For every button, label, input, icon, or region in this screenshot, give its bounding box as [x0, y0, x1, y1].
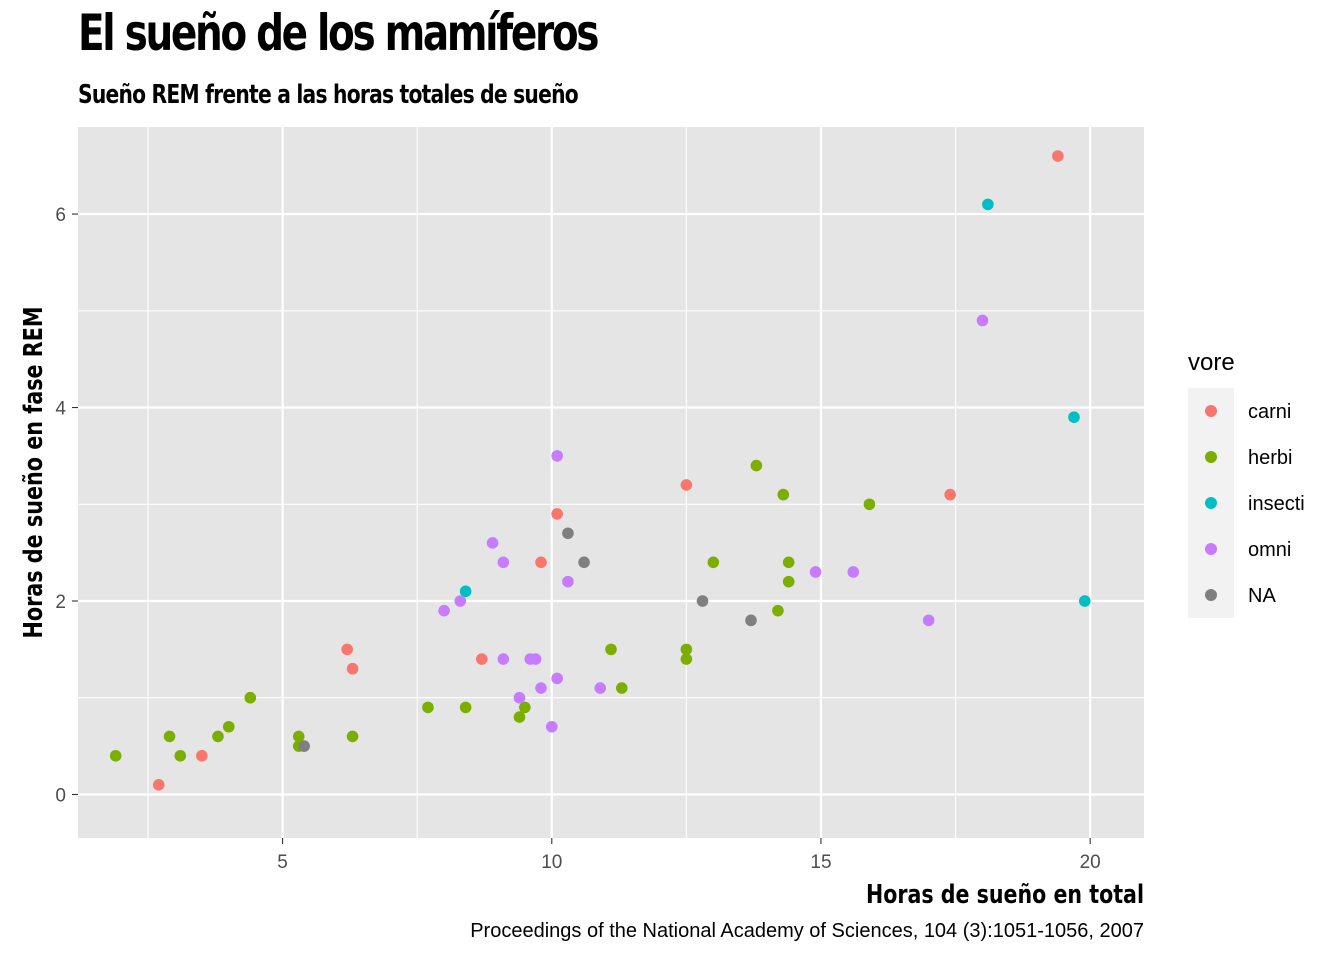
legend-label-omni: omni — [1248, 539, 1291, 561]
data-points — [109, 150, 1091, 791]
data-point-omni — [438, 604, 450, 617]
data-point-omni — [529, 653, 542, 665]
data-point-omni — [513, 691, 526, 704]
data-point-herbi — [863, 498, 876, 511]
data-point-herbi — [513, 711, 526, 723]
data-point-herbi — [422, 701, 434, 714]
chart-caption: Proceedings of the National Academy of S… — [470, 920, 1144, 942]
data-point-herbi — [109, 749, 122, 762]
data-point-insecti — [982, 198, 994, 211]
data-point-carni — [346, 662, 359, 675]
legend-label-insecti: insecti — [1248, 493, 1305, 515]
legend: vore carni herbi insecti omni NA — [1188, 349, 1305, 618]
data-point-carni — [535, 556, 547, 569]
data-point-omni — [562, 575, 574, 588]
data-point-herbi — [605, 643, 617, 656]
data-point-herbi — [772, 604, 784, 617]
x-tick-label: 15 — [810, 852, 831, 873]
y-tick-label: 4 — [55, 399, 66, 420]
data-point-herbi — [244, 691, 257, 704]
x-tick-label: 10 — [541, 852, 562, 873]
data-point-herbi — [222, 720, 235, 733]
legend-label-carni: carni — [1248, 401, 1291, 423]
data-point-omni — [594, 682, 607, 694]
chart-subtitle: Sueño REM frente a las horas totales de … — [78, 80, 579, 110]
x-tick-label: 5 — [277, 852, 288, 873]
x-axis-ticks: 5 10 15 20 — [277, 838, 1101, 873]
data-point-omni — [809, 566, 822, 578]
data-point-herbi — [163, 730, 176, 743]
data-point-na — [578, 556, 590, 569]
x-tick-label: 20 — [1080, 852, 1101, 873]
major-gridlines — [78, 127, 1144, 838]
data-point-herbi — [174, 749, 187, 762]
data-point-carni — [341, 643, 353, 656]
data-point-herbi — [707, 556, 720, 569]
data-point-omni — [486, 537, 499, 549]
data-point-carni — [551, 508, 563, 520]
data-point-herbi — [777, 488, 790, 501]
data-point-na — [696, 595, 709, 607]
y-axis-ticks: 0 2 4 6 — [55, 205, 78, 806]
data-point-carni — [475, 653, 488, 665]
data-point-carni — [944, 488, 956, 501]
data-point-herbi — [346, 730, 359, 743]
data-point-herbi — [782, 556, 795, 569]
data-point-herbi — [615, 682, 628, 694]
x-axis-title: Horas de sueño en total — [866, 880, 1144, 910]
plot-panel — [78, 127, 1144, 838]
legend-key-insecti — [1205, 497, 1217, 509]
data-point-omni — [922, 614, 935, 627]
legend-key-na — [1205, 589, 1217, 601]
data-point-omni — [535, 682, 547, 694]
data-point-herbi — [750, 459, 763, 472]
chart-title: El sueño de los mamíferos — [78, 4, 600, 62]
data-point-herbi — [519, 701, 531, 714]
legend-title: vore — [1188, 349, 1235, 376]
data-point-carni — [196, 749, 208, 762]
data-point-carni — [152, 778, 165, 791]
data-point-omni — [551, 672, 563, 685]
data-point-insecti — [1068, 411, 1080, 424]
data-point-omni — [545, 720, 558, 733]
data-point-carni — [680, 479, 693, 491]
legend-label-herbi: herbi — [1248, 447, 1292, 469]
data-point-insecti — [459, 585, 472, 598]
data-point-omni — [497, 653, 510, 665]
legend-key-carni — [1205, 405, 1217, 417]
legend-label-na: NA — [1248, 585, 1276, 607]
data-point-omni — [551, 450, 563, 462]
y-tick-label: 0 — [55, 785, 66, 806]
y-tick-label: 2 — [55, 592, 66, 613]
data-point-herbi — [292, 730, 305, 743]
data-point-carni — [1052, 150, 1064, 162]
data-point-insecti — [1078, 595, 1091, 607]
data-point-omni — [847, 566, 860, 578]
data-point-herbi — [680, 643, 693, 656]
legend-key-omni — [1205, 543, 1217, 555]
data-point-omni — [454, 595, 467, 607]
data-point-herbi — [212, 730, 224, 743]
data-point-omni — [497, 556, 510, 569]
y-axis-title: Horas de sueño en fase REM — [19, 307, 49, 639]
data-point-na — [298, 740, 310, 752]
y-tick-label: 6 — [55, 205, 66, 226]
data-point-herbi — [459, 701, 472, 714]
data-point-herbi — [680, 653, 693, 665]
data-point-na — [745, 614, 757, 627]
legend-key-herbi — [1205, 451, 1217, 463]
data-point-herbi — [782, 575, 795, 588]
data-point-na — [562, 527, 574, 540]
data-point-omni — [976, 314, 989, 327]
